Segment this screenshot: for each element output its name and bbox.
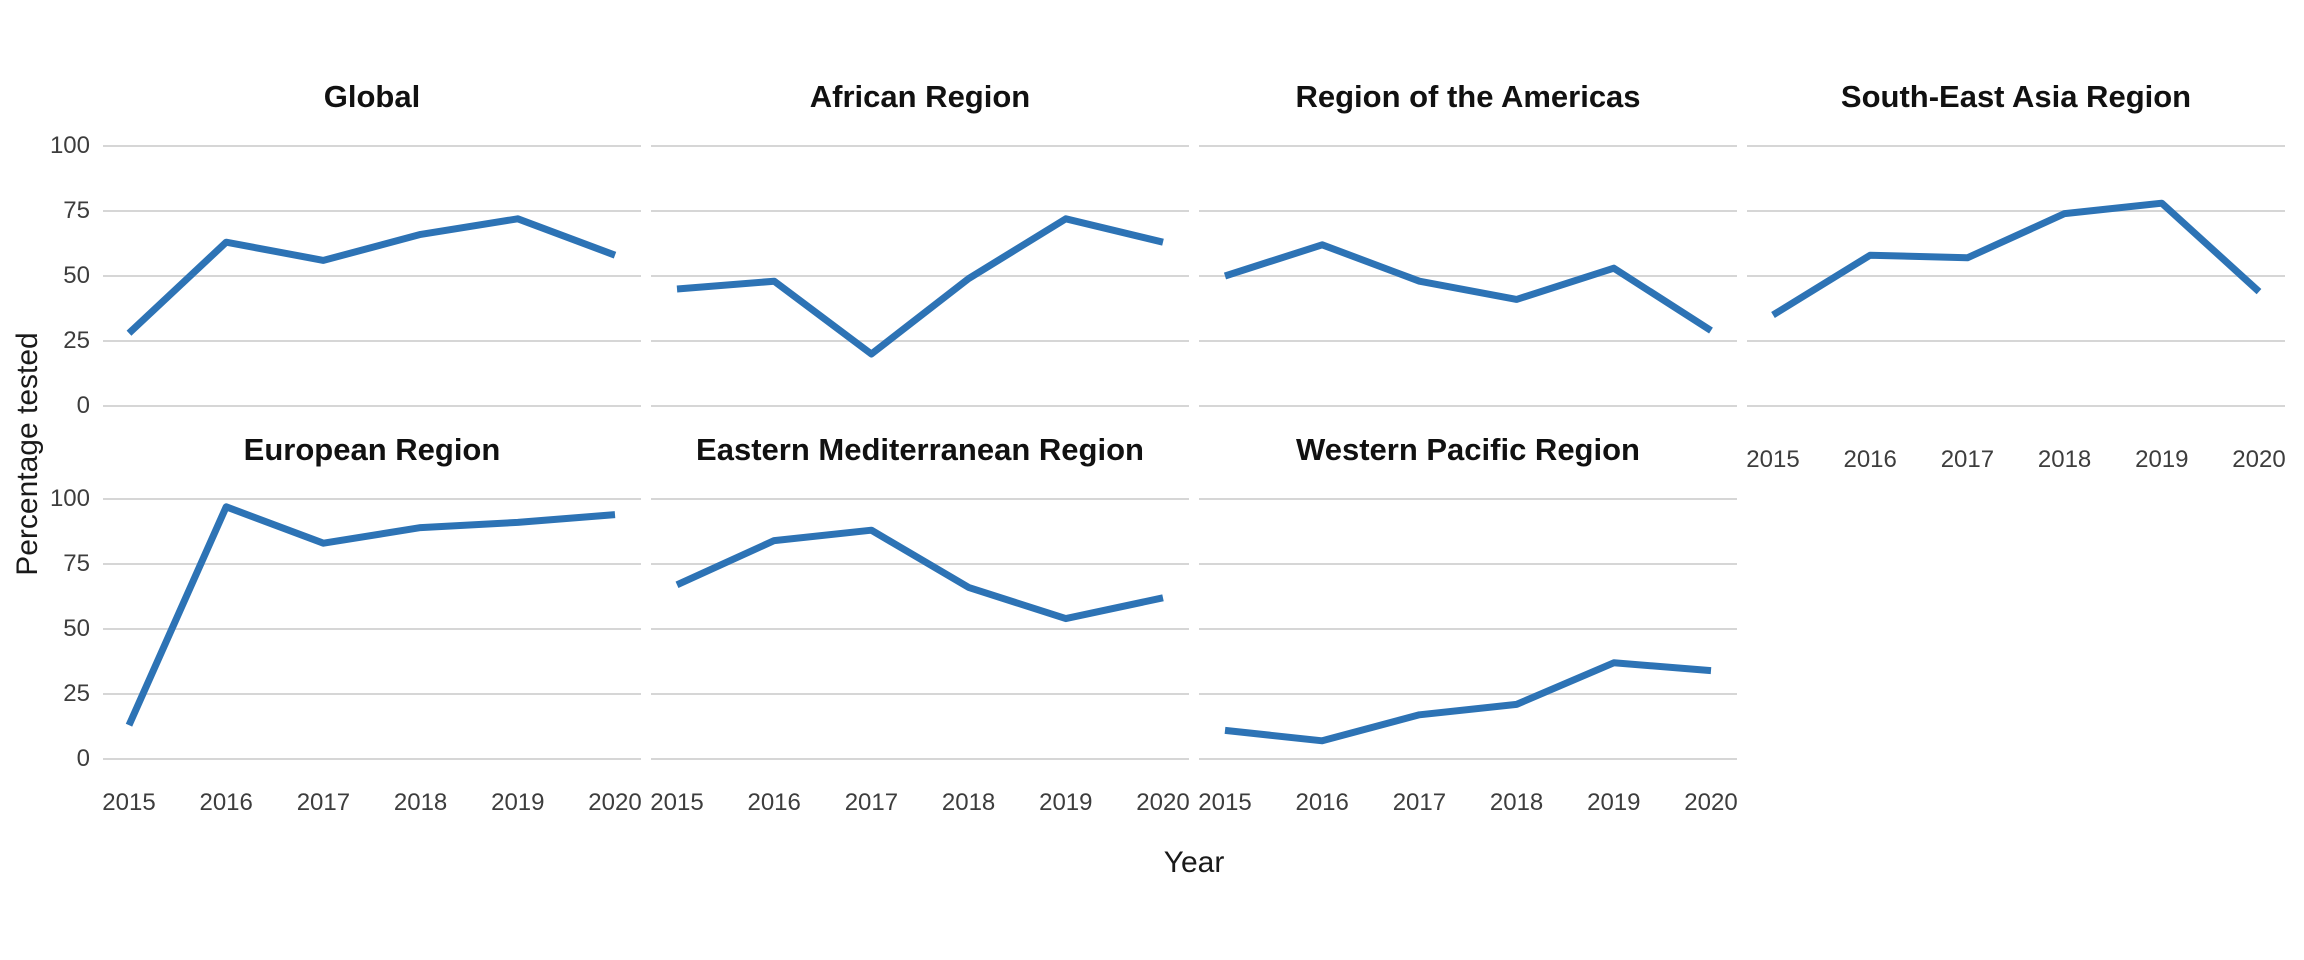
facet-title-european-region: European Region: [243, 432, 501, 467]
x-tick-label: 2016: [1843, 446, 1897, 473]
x-tick-label: 2015: [1746, 446, 1800, 473]
y-tick-label: 25: [63, 327, 90, 354]
x-tick-label: 2020: [1684, 789, 1738, 816]
x-tick-label: 2017: [296, 789, 351, 816]
y-tick-label: 0: [76, 392, 90, 419]
trend-line: [126, 215, 617, 336]
facet-title-south-east-asia-region: South-East Asia Region: [1840, 79, 2192, 114]
facet-panel: [1199, 498, 1737, 760]
x-tick-label: 2016: [199, 789, 253, 816]
x-tick-label: 2020: [2232, 446, 2286, 473]
y-tick-label: 0: [76, 745, 90, 772]
x-tick-label: 2018: [1489, 789, 1544, 816]
facet-title-region-of-the-americas: Region of the Americas: [1295, 79, 1641, 114]
facet-title-african-region: African Region: [809, 79, 1031, 114]
facet-panel: [1199, 145, 1737, 407]
trend-line: [1223, 241, 1713, 334]
x-tick-label: 2017: [844, 789, 899, 816]
x-tick-label: 2017: [1392, 789, 1447, 816]
trend-line: [1224, 659, 1712, 745]
x-tick-label: 2015: [102, 789, 156, 816]
trend-line: [676, 215, 1164, 358]
x-tick-label: 2016: [747, 789, 801, 816]
x-tick-label: 2019: [2135, 446, 2189, 473]
facet-panel: [1747, 145, 2285, 407]
x-tick-label: 2015: [650, 789, 704, 816]
x-tick-label: 2018: [2037, 446, 2092, 473]
y-tick-label: 25: [63, 680, 90, 707]
x-tick-label: 2017: [1940, 446, 1995, 473]
y-tick-label: 50: [63, 262, 90, 289]
x-tick-label: 2019: [1039, 789, 1093, 816]
x-tick-label: 2019: [491, 789, 545, 816]
x-tick-label: 2018: [941, 789, 996, 816]
y-tick-label: 75: [63, 197, 90, 224]
facet-panel: [103, 498, 641, 760]
x-axis-title: Year: [1163, 846, 1225, 879]
x-tick-label: 2016: [1295, 789, 1349, 816]
facet-panel: [103, 145, 641, 407]
x-tick-label: 2018: [393, 789, 448, 816]
y-tick-label: 100: [49, 132, 90, 159]
facet-title-global: Global: [323, 79, 421, 114]
facet-panel: [651, 145, 1189, 407]
x-tick-label: 2020: [588, 789, 642, 816]
trend-line: [675, 526, 1164, 623]
y-tick-label: 100: [49, 485, 90, 512]
y-tick-label: 50: [63, 615, 90, 642]
x-tick-label: 2015: [1198, 789, 1252, 816]
x-tick-label: 2020: [1136, 789, 1190, 816]
y-tick-label: 75: [63, 550, 90, 577]
trend-line: [1771, 199, 2262, 318]
facet-title-eastern-mediterranean-region: Eastern Mediterranean Region: [696, 432, 1144, 467]
facet-title-western-pacific-region: Western Pacific Region: [1296, 432, 1640, 467]
trend-line: [125, 503, 616, 727]
x-tick-label: 2019: [1587, 789, 1641, 816]
facet-panel: [651, 498, 1189, 760]
